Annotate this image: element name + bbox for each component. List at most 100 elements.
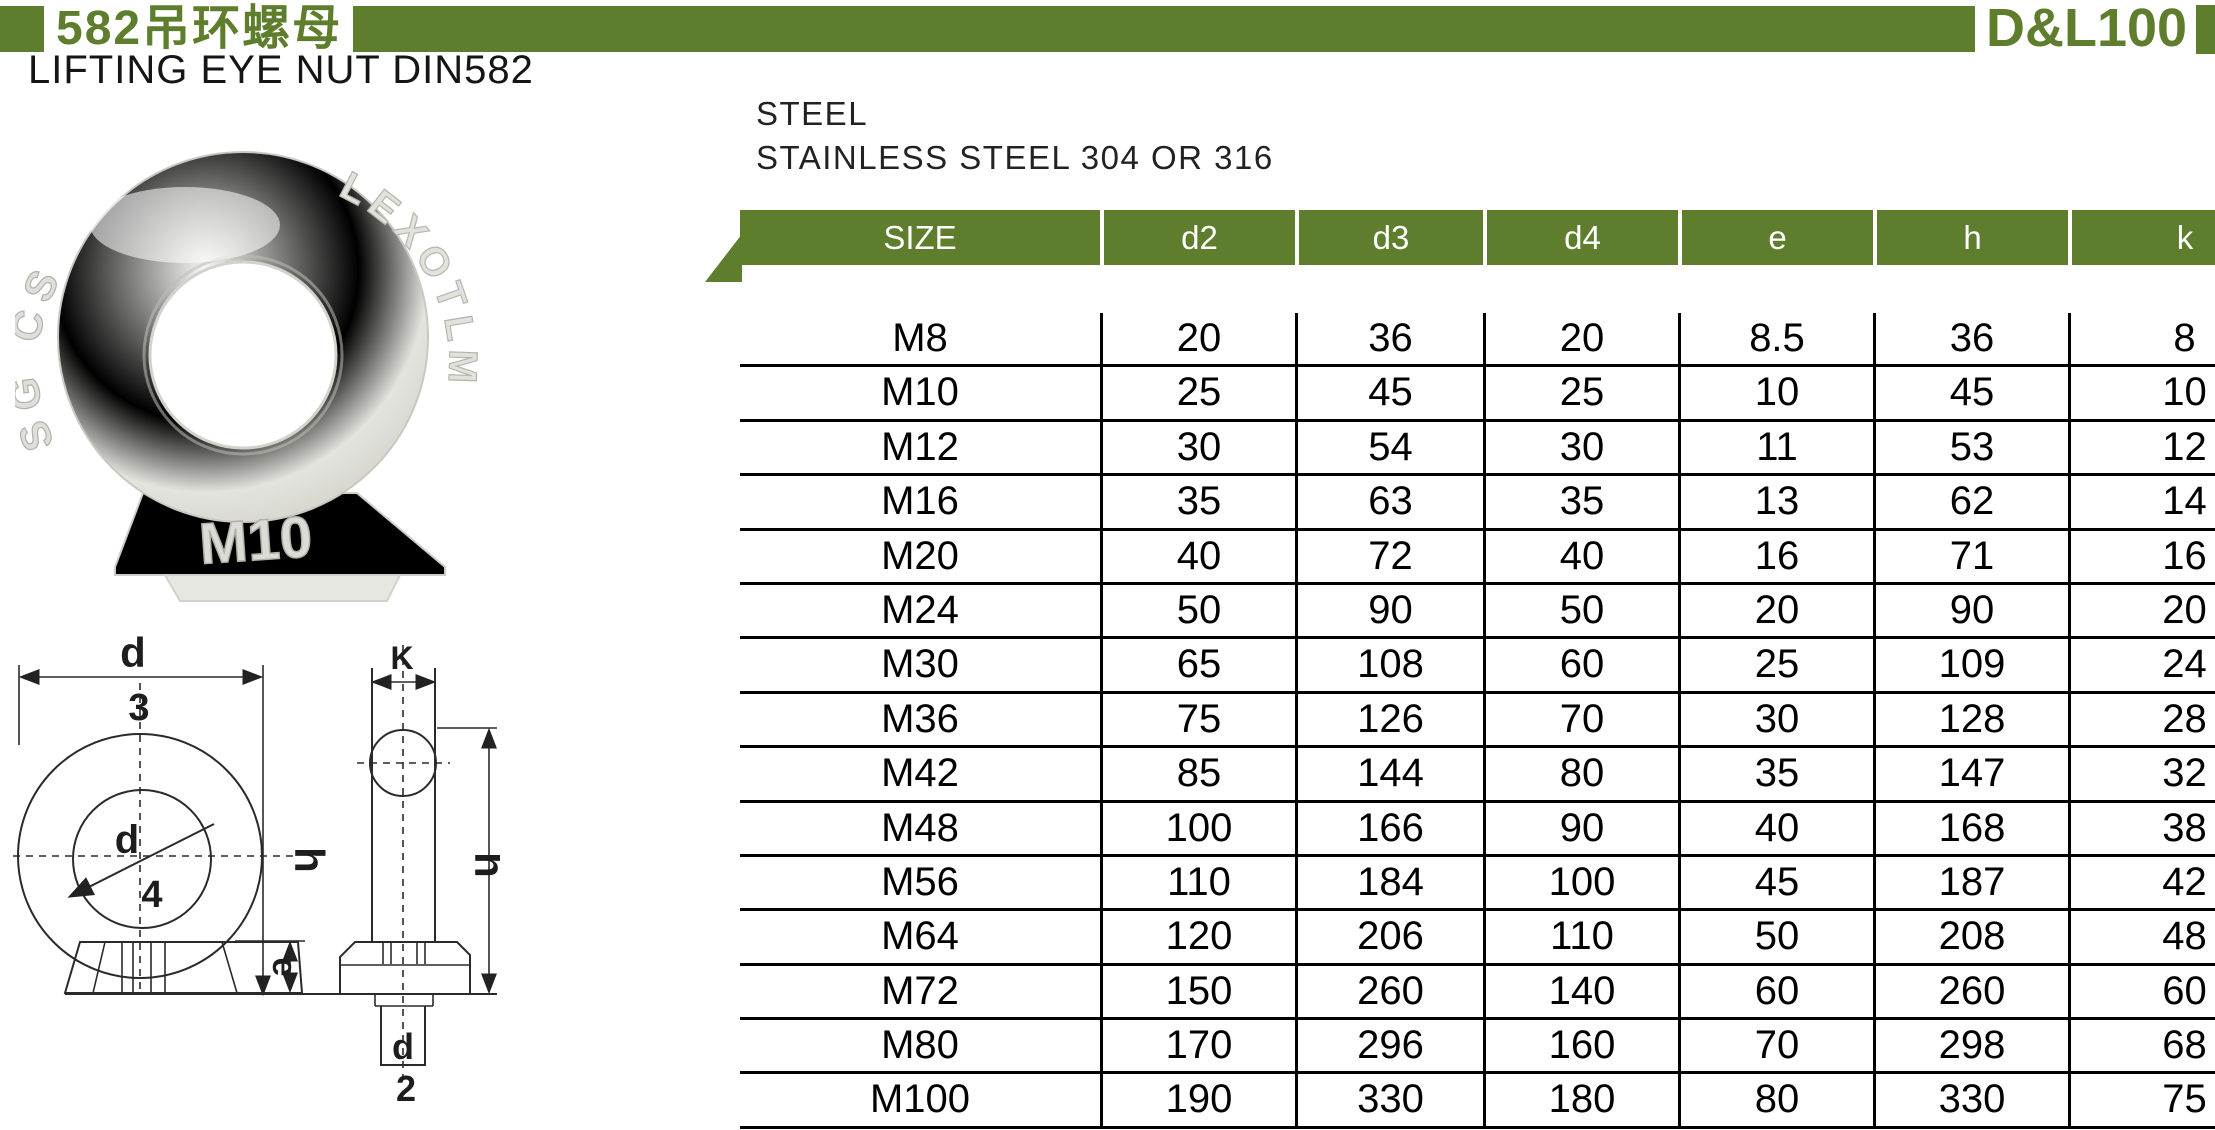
table-cell: 208 [1873, 911, 2068, 963]
table-cell: 36 [1873, 313, 2068, 365]
table-cell: 50 [1100, 584, 1295, 637]
table-row: M100 190 330 180 80 330 75 [740, 1074, 2215, 1129]
front-inner-circle [72, 789, 212, 929]
table-row: M10 25 45 25 10 45 10 [740, 367, 2215, 422]
table-cell: 68 [2068, 1020, 2215, 1072]
ring-inner-rim [142, 254, 344, 456]
table-cell: 65 [1100, 639, 1295, 691]
material-line-2: STAINLESS STEEL 304 OR 316 [756, 139, 1274, 176]
table-cell: 20 [2068, 584, 2215, 637]
table-cell: 147 [1873, 748, 2068, 800]
header-accent-square [0, 6, 44, 52]
table-row: M8 20 36 20 8.5 36 8 [740, 313, 2215, 368]
table-cell: 36 [1295, 313, 1483, 365]
column-header: d4 [1483, 210, 1678, 265]
table-cell: 100 [1483, 856, 1678, 909]
label-d4-main: d [115, 818, 139, 862]
table-row: M12 30 54 30 11 53 12 [740, 421, 2215, 477]
table-cell: 42 [2068, 856, 2215, 909]
table-cell: 60 [1678, 965, 1873, 1018]
table-cell: 35 [1483, 476, 1678, 528]
column-header: d2 [1100, 210, 1295, 265]
table-row: M80 170 296 160 70 298 68 [740, 1020, 2215, 1075]
table-cell: 85 [1100, 748, 1295, 800]
size-cell: M64 [881, 914, 959, 959]
table-header-row: SIZE d2 d3 d4 e h k [740, 210, 2215, 265]
table-cell: 120 [1100, 911, 1295, 963]
column-header: SIZE [883, 219, 957, 256]
header-bar [353, 6, 1975, 52]
table-cell: 8.5 [1678, 313, 1873, 365]
table-cell: 16 [2068, 530, 2215, 582]
size-cell: M80 [881, 1023, 959, 1068]
table-cell: 140 [1483, 965, 1678, 1018]
table-cell: 75 [2068, 1074, 2215, 1126]
label-k: K [390, 640, 413, 676]
table-cell: 45 [1678, 856, 1873, 909]
ring-hole [148, 260, 338, 450]
table-cell: 50 [1678, 911, 1873, 963]
table-cell: 90 [1295, 584, 1483, 637]
table-cell: 170 [1100, 1020, 1295, 1072]
label-d2-main: d [392, 1026, 414, 1067]
table-cell: 35 [1100, 476, 1295, 528]
size-cell: M42 [881, 751, 959, 796]
table-cell: 190 [1100, 1074, 1295, 1126]
label-e: e [265, 958, 303, 977]
table-cell: 108 [1295, 639, 1483, 691]
side-base [339, 941, 471, 993]
size-cell: M36 [881, 696, 959, 741]
technical-drawing: d 3 d 4 h e K h d 2 [13, 629, 500, 1109]
table-cell: 75 [1100, 693, 1295, 746]
table-cell: 25 [1100, 367, 1295, 419]
table-cell: 40 [1100, 530, 1295, 582]
table-cell: 296 [1295, 1020, 1483, 1072]
table-row: M42 85 144 80 35 147 32 [740, 748, 2215, 803]
table-cell: 14 [2068, 476, 2215, 528]
table-cell: 12 [2068, 421, 2215, 474]
size-cell: M8 [892, 316, 948, 360]
table-cell: 110 [1100, 856, 1295, 909]
table-cell: 62 [1873, 476, 2068, 528]
product-photo: SG CS LEXOTLM M10 [15, 151, 478, 602]
table-cell: 48 [2068, 911, 2215, 963]
material-line-1: STEEL [756, 95, 869, 132]
table-cell: 72 [1295, 530, 1483, 582]
table-cell: 63 [1295, 476, 1483, 528]
size-cell: M30 [881, 642, 959, 687]
table-cell: 60 [1483, 639, 1678, 691]
materials-block: STEEL STAINLESS STEEL 304 OR 316 [756, 92, 1274, 180]
table-cell: 20 [1483, 313, 1678, 365]
table-cell: 45 [1873, 367, 2068, 419]
table-cell: 8 [2068, 313, 2215, 365]
label-d4-sub: 4 [141, 874, 162, 916]
table-row: M64 120 206 110 50 208 48 [740, 911, 2215, 966]
table-cell: 30 [1100, 421, 1295, 474]
nut-foot [163, 574, 402, 602]
table-cell: 80 [1483, 748, 1678, 800]
page-title: LIFTING EYE NUT DIN582 [28, 48, 534, 92]
table-cell: 25 [1678, 639, 1873, 691]
table-cell: 184 [1295, 856, 1483, 909]
label-side-h: h [466, 852, 500, 878]
table-cell: 166 [1295, 802, 1483, 854]
table-cell: 50 [1483, 584, 1678, 637]
brand-logo-text: D&L100 [1986, 0, 2188, 58]
table-cell: 40 [1483, 530, 1678, 582]
table-cell: 32 [2068, 748, 2215, 800]
table-cell: 70 [1678, 1020, 1873, 1072]
table-cell: 28 [2068, 693, 2215, 746]
size-cell: M16 [881, 479, 959, 524]
table-cell: 38 [2068, 802, 2215, 854]
table-cell: 160 [1483, 1020, 1678, 1072]
table-cell: 10 [2068, 367, 2215, 419]
table-cell: 100 [1100, 802, 1295, 854]
table-row: M72 150 260 140 60 260 60 [740, 965, 2215, 1021]
table-cell: 24 [2068, 639, 2215, 691]
table-row: M20 40 72 40 16 71 16 [740, 530, 2215, 585]
table-cell: 30 [1678, 693, 1873, 746]
table-cell: 20 [1678, 584, 1873, 637]
label-d3-main: d [120, 629, 146, 676]
header-edge-bar [2196, 5, 2215, 54]
